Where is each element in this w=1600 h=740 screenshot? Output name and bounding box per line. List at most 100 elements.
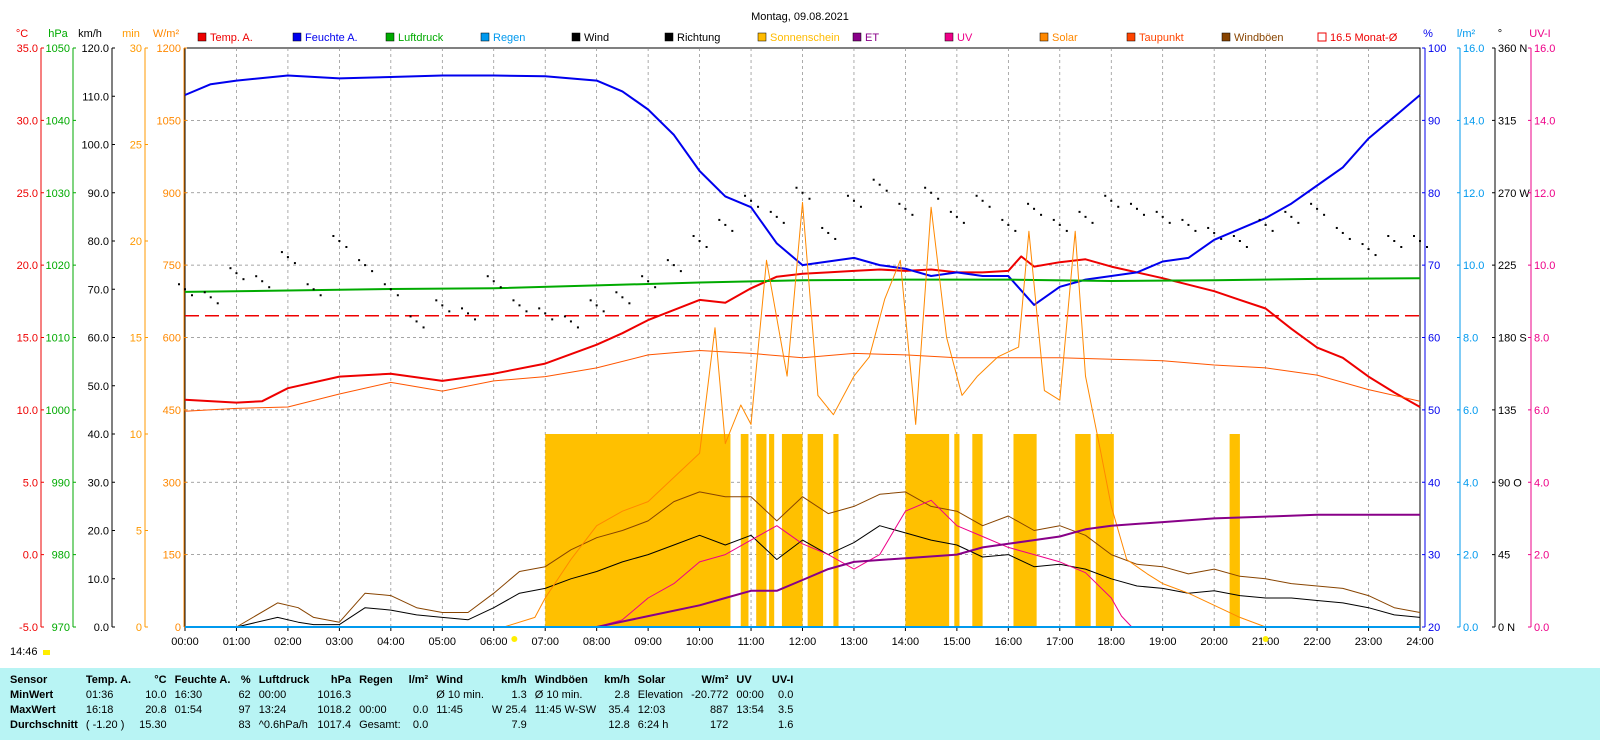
direction-point bbox=[679, 270, 682, 273]
stats-header-label: Luftdruck bbox=[258, 673, 310, 686]
direction-point bbox=[724, 223, 727, 226]
direction-point bbox=[1007, 223, 1010, 226]
stats-cell: 6:24 h bbox=[637, 718, 669, 731]
stats-cell: 887 bbox=[710, 703, 729, 716]
legend-swatch-icon bbox=[852, 32, 862, 42]
stats-header-label: Wind bbox=[436, 673, 463, 686]
x-tick-label: 16:00 bbox=[995, 636, 1023, 648]
axis-tick-label-uv: 0.0 bbox=[1534, 622, 1549, 634]
direction-point bbox=[981, 199, 984, 202]
plot-area bbox=[178, 74, 1428, 642]
x-tick-label: 03:00 bbox=[326, 636, 354, 648]
axis-unit-sun_min: min bbox=[122, 28, 140, 40]
axis-tick-label-wind: 40.0 bbox=[88, 429, 109, 441]
direction-point bbox=[563, 315, 566, 318]
direction-point bbox=[467, 312, 470, 315]
axis-tick-label-solar: 300 bbox=[163, 477, 181, 489]
time-marker-icon bbox=[42, 650, 50, 655]
axis-tick-label-humidity: 60 bbox=[1428, 333, 1440, 345]
statistics-header-row: Sensor Temp. A. °C Feuchte A.% Luftdruck hPa R… bbox=[6, 672, 797, 687]
direction-point bbox=[261, 280, 264, 283]
direction-point bbox=[621, 296, 624, 299]
stats-cell bbox=[405, 687, 433, 702]
axis-tick-label-wind: 120.0 bbox=[81, 43, 109, 55]
direction-point bbox=[975, 194, 978, 197]
axis-tick-label-temp: -5.0 bbox=[19, 622, 38, 634]
direction-point bbox=[827, 231, 830, 234]
direction-point bbox=[255, 275, 258, 278]
stats-cell: 00:00 bbox=[736, 688, 764, 701]
stats-row: MaxWert 16:18 20.8 01:54 97 13:24 1018.2 00:00 0… bbox=[6, 702, 797, 717]
stats-cell: 0.0 bbox=[778, 688, 794, 701]
direction-point bbox=[731, 229, 734, 232]
stats-header-unit: W/m² bbox=[701, 673, 729, 686]
stats-cell: Ø 10 min. bbox=[436, 688, 484, 701]
stats-cell: 35.4 bbox=[608, 703, 630, 716]
direction-point bbox=[474, 318, 477, 321]
stats-header-unit: km/h bbox=[501, 673, 527, 686]
direction-point bbox=[808, 197, 811, 200]
direction-point bbox=[1238, 240, 1241, 242]
axis-tick-label-humidity: 90 bbox=[1428, 115, 1440, 127]
direction-point bbox=[1348, 237, 1351, 240]
axis-tick-label-solar: 1200 bbox=[157, 43, 181, 55]
direction-point bbox=[576, 326, 579, 329]
direction-point bbox=[1194, 229, 1197, 232]
direction-point bbox=[1084, 215, 1087, 218]
stats-row-label: MaxWert bbox=[10, 703, 56, 716]
stats-cell: 172 bbox=[710, 718, 729, 731]
x-tick-label: 05:00 bbox=[429, 636, 457, 648]
stats-cell: 0.0 bbox=[412, 718, 429, 731]
stats-cell bbox=[732, 717, 768, 732]
axis-tick-label-wind: 110.0 bbox=[82, 91, 109, 103]
stats-cell: 12:03 bbox=[637, 703, 666, 716]
axis-tick-label-temp: 0.0 bbox=[23, 550, 38, 562]
x-tick-label: 02:00 bbox=[274, 636, 302, 648]
axis-tick-label-pressure: 1040 bbox=[46, 115, 70, 127]
axis-tick-label-rain: 14.0 bbox=[1463, 115, 1484, 127]
sunshine-bar bbox=[1095, 434, 1114, 627]
x-tick-label: 06:00 bbox=[480, 636, 508, 648]
direction-point bbox=[525, 310, 528, 313]
timestamp-label: 14:46 bbox=[10, 646, 38, 658]
sunshine-bar bbox=[545, 434, 731, 627]
axis-unit-rain: l/m² bbox=[1457, 28, 1476, 40]
stats-cell: 20.8 bbox=[145, 703, 167, 716]
axis-tick-label-humidity: 100 bbox=[1428, 43, 1446, 55]
direction-point bbox=[692, 235, 695, 237]
direction-point bbox=[852, 199, 855, 202]
direction-point bbox=[595, 304, 598, 307]
x-tick-label: 07:00 bbox=[531, 636, 559, 648]
direction-point bbox=[705, 246, 708, 248]
axis-tick-label-sun_min: 30 bbox=[130, 43, 142, 55]
legend-label: Temp. A. bbox=[210, 32, 253, 44]
direction-point bbox=[672, 264, 675, 267]
stats-cell: 16:30 bbox=[174, 688, 203, 701]
axis-tick-label-humidity: 50 bbox=[1428, 405, 1440, 417]
direction-point bbox=[1001, 218, 1004, 221]
axis-tick-label-direction: 360 N bbox=[1498, 43, 1527, 55]
stats-cell bbox=[432, 717, 488, 732]
direction-point bbox=[904, 207, 907, 210]
axis-tick-label-wind: 0.0 bbox=[94, 622, 109, 634]
axis-tick-label-pressure: 1050 bbox=[46, 43, 70, 55]
direction-point bbox=[1400, 246, 1403, 248]
direction-point bbox=[1187, 223, 1190, 226]
axis-tick-label-pressure: 980 bbox=[52, 550, 70, 562]
axis-unit-temp: °C bbox=[16, 28, 28, 40]
stats-cell bbox=[531, 717, 600, 732]
stats-cell: 13:54 bbox=[736, 703, 764, 716]
direction-point bbox=[1027, 202, 1030, 205]
stats-header-label: Solar bbox=[637, 673, 666, 686]
direction-point bbox=[396, 294, 399, 297]
direction-point bbox=[1033, 207, 1036, 210]
stats-row-label: MinWert bbox=[10, 688, 54, 701]
stats-cell: 15.30 bbox=[139, 718, 167, 731]
axis-tick-label-wind: 70.0 bbox=[88, 284, 109, 296]
direction-point bbox=[872, 178, 875, 181]
legend-swatch-icon bbox=[292, 32, 302, 42]
stats-header-label: Regen bbox=[359, 673, 393, 686]
sunshine-bar bbox=[1013, 434, 1037, 627]
axis-tick-label-pressure: 970 bbox=[52, 622, 70, 634]
sunshine-bar bbox=[1229, 434, 1240, 627]
